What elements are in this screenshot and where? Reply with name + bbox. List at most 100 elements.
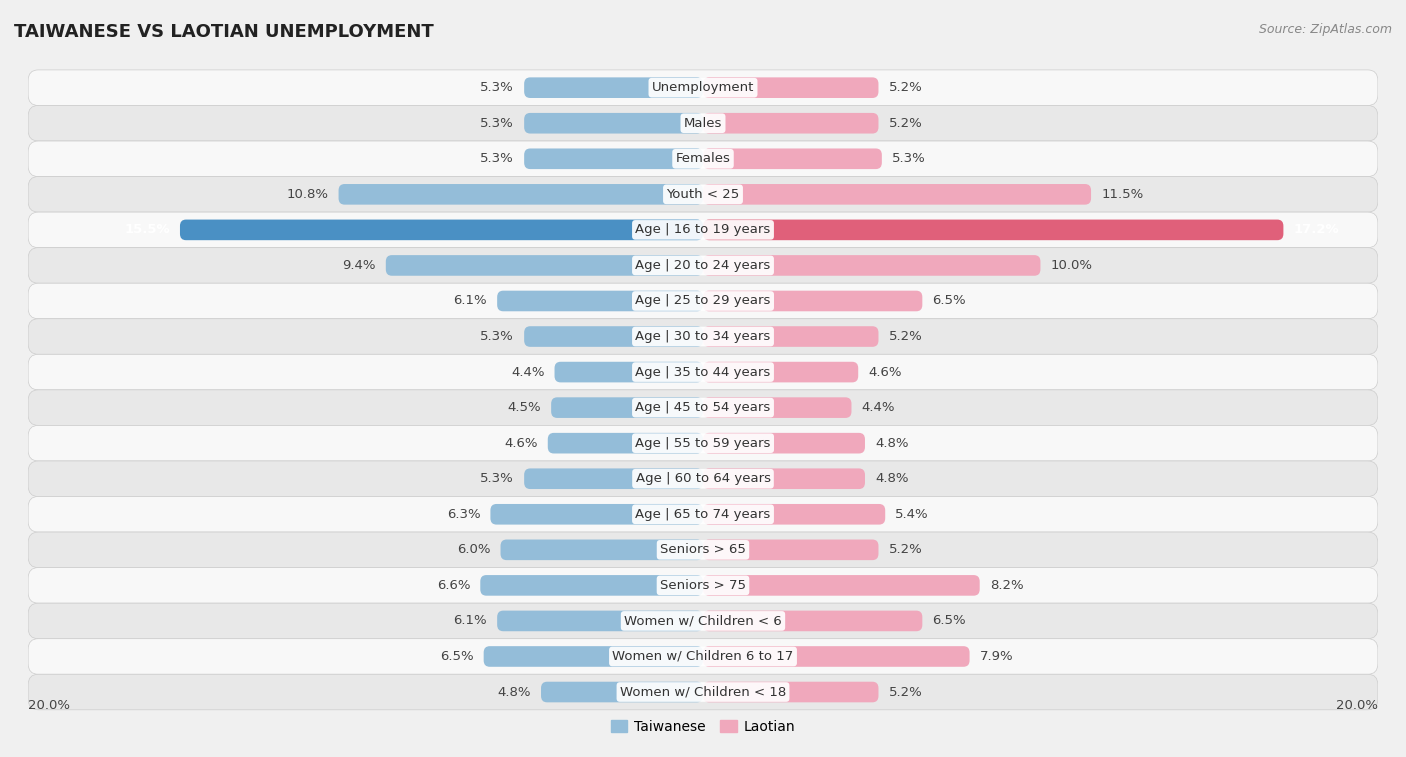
FancyBboxPatch shape	[703, 433, 865, 453]
Text: Age | 55 to 59 years: Age | 55 to 59 years	[636, 437, 770, 450]
FancyBboxPatch shape	[28, 568, 1378, 603]
FancyBboxPatch shape	[28, 497, 1378, 532]
FancyBboxPatch shape	[703, 255, 1040, 276]
FancyBboxPatch shape	[703, 611, 922, 631]
FancyBboxPatch shape	[703, 326, 879, 347]
Text: 10.0%: 10.0%	[1050, 259, 1092, 272]
FancyBboxPatch shape	[703, 397, 852, 418]
Text: 4.4%: 4.4%	[510, 366, 544, 378]
FancyBboxPatch shape	[28, 141, 1378, 176]
FancyBboxPatch shape	[703, 469, 865, 489]
Text: Women w/ Children < 6: Women w/ Children < 6	[624, 615, 782, 628]
FancyBboxPatch shape	[28, 176, 1378, 212]
Text: 4.8%: 4.8%	[875, 472, 908, 485]
FancyBboxPatch shape	[498, 611, 703, 631]
Text: 6.5%: 6.5%	[932, 615, 966, 628]
FancyBboxPatch shape	[703, 220, 1284, 240]
Text: Youth < 25: Youth < 25	[666, 188, 740, 201]
FancyBboxPatch shape	[484, 646, 703, 667]
FancyBboxPatch shape	[703, 646, 970, 667]
Text: Age | 20 to 24 years: Age | 20 to 24 years	[636, 259, 770, 272]
Text: 17.2%: 17.2%	[1294, 223, 1339, 236]
FancyBboxPatch shape	[28, 603, 1378, 639]
FancyBboxPatch shape	[703, 291, 922, 311]
FancyBboxPatch shape	[524, 326, 703, 347]
Text: 15.5%: 15.5%	[124, 223, 170, 236]
FancyBboxPatch shape	[28, 248, 1378, 283]
FancyBboxPatch shape	[703, 77, 879, 98]
Text: Age | 60 to 64 years: Age | 60 to 64 years	[636, 472, 770, 485]
Text: Males: Males	[683, 117, 723, 129]
Text: 20.0%: 20.0%	[1336, 699, 1378, 712]
FancyBboxPatch shape	[28, 319, 1378, 354]
FancyBboxPatch shape	[703, 682, 879, 702]
Text: 8.2%: 8.2%	[990, 579, 1024, 592]
FancyBboxPatch shape	[28, 425, 1378, 461]
FancyBboxPatch shape	[28, 212, 1378, 248]
Text: 4.8%: 4.8%	[875, 437, 908, 450]
Text: Age | 65 to 74 years: Age | 65 to 74 years	[636, 508, 770, 521]
Text: Age | 45 to 54 years: Age | 45 to 54 years	[636, 401, 770, 414]
FancyBboxPatch shape	[524, 148, 703, 169]
Text: 5.2%: 5.2%	[889, 686, 922, 699]
Text: 4.8%: 4.8%	[498, 686, 531, 699]
Text: 4.5%: 4.5%	[508, 401, 541, 414]
Text: Age | 30 to 34 years: Age | 30 to 34 years	[636, 330, 770, 343]
FancyBboxPatch shape	[491, 504, 703, 525]
Text: 4.6%: 4.6%	[505, 437, 537, 450]
Text: TAIWANESE VS LAOTIAN UNEMPLOYMENT: TAIWANESE VS LAOTIAN UNEMPLOYMENT	[14, 23, 434, 41]
Text: 7.9%: 7.9%	[980, 650, 1014, 663]
FancyBboxPatch shape	[703, 575, 980, 596]
Text: 5.2%: 5.2%	[889, 117, 922, 129]
FancyBboxPatch shape	[28, 354, 1378, 390]
FancyBboxPatch shape	[554, 362, 703, 382]
FancyBboxPatch shape	[481, 575, 703, 596]
Text: Females: Females	[675, 152, 731, 165]
Text: 5.3%: 5.3%	[481, 152, 515, 165]
Text: 5.3%: 5.3%	[891, 152, 925, 165]
FancyBboxPatch shape	[541, 682, 703, 702]
FancyBboxPatch shape	[28, 461, 1378, 497]
FancyBboxPatch shape	[524, 77, 703, 98]
FancyBboxPatch shape	[28, 674, 1378, 710]
Text: 6.6%: 6.6%	[437, 579, 470, 592]
Text: 6.5%: 6.5%	[932, 294, 966, 307]
Text: 10.8%: 10.8%	[287, 188, 329, 201]
FancyBboxPatch shape	[28, 639, 1378, 674]
Text: 5.2%: 5.2%	[889, 544, 922, 556]
Text: 5.3%: 5.3%	[481, 81, 515, 94]
Text: 4.4%: 4.4%	[862, 401, 896, 414]
Text: 5.4%: 5.4%	[896, 508, 929, 521]
Text: 6.0%: 6.0%	[457, 544, 491, 556]
FancyBboxPatch shape	[703, 504, 886, 525]
Text: 6.1%: 6.1%	[453, 615, 486, 628]
Text: 20.0%: 20.0%	[28, 699, 70, 712]
FancyBboxPatch shape	[498, 291, 703, 311]
FancyBboxPatch shape	[501, 540, 703, 560]
Text: Age | 35 to 44 years: Age | 35 to 44 years	[636, 366, 770, 378]
FancyBboxPatch shape	[385, 255, 703, 276]
Text: 6.5%: 6.5%	[440, 650, 474, 663]
Text: 11.5%: 11.5%	[1101, 188, 1143, 201]
FancyBboxPatch shape	[28, 532, 1378, 568]
FancyBboxPatch shape	[703, 113, 879, 133]
Text: 5.2%: 5.2%	[889, 81, 922, 94]
Text: 6.1%: 6.1%	[453, 294, 486, 307]
FancyBboxPatch shape	[703, 540, 879, 560]
FancyBboxPatch shape	[551, 397, 703, 418]
Text: Age | 25 to 29 years: Age | 25 to 29 years	[636, 294, 770, 307]
Text: Women w/ Children < 18: Women w/ Children < 18	[620, 686, 786, 699]
FancyBboxPatch shape	[703, 184, 1091, 204]
FancyBboxPatch shape	[28, 390, 1378, 425]
Text: 6.3%: 6.3%	[447, 508, 481, 521]
FancyBboxPatch shape	[28, 105, 1378, 141]
FancyBboxPatch shape	[703, 148, 882, 169]
Text: Women w/ Children 6 to 17: Women w/ Children 6 to 17	[613, 650, 793, 663]
Text: Source: ZipAtlas.com: Source: ZipAtlas.com	[1258, 23, 1392, 36]
Text: Seniors > 65: Seniors > 65	[659, 544, 747, 556]
Text: 5.2%: 5.2%	[889, 330, 922, 343]
Text: 5.3%: 5.3%	[481, 117, 515, 129]
Text: 9.4%: 9.4%	[342, 259, 375, 272]
FancyBboxPatch shape	[548, 433, 703, 453]
FancyBboxPatch shape	[28, 283, 1378, 319]
